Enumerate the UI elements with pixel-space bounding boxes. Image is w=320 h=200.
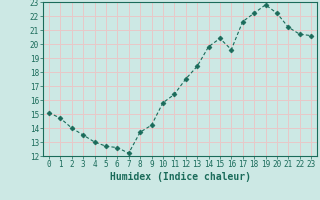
X-axis label: Humidex (Indice chaleur): Humidex (Indice chaleur) (109, 172, 251, 182)
